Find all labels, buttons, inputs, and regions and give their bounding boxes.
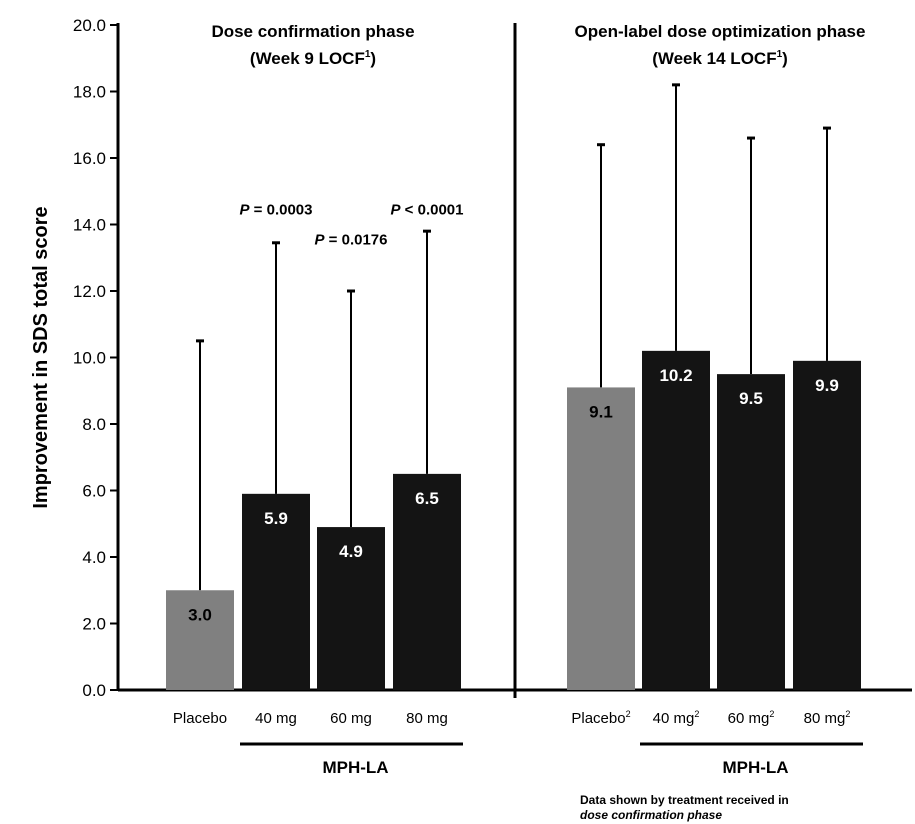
y-tick-label: 6.0 [82, 482, 106, 501]
bar-value-label: 9.1 [589, 402, 613, 421]
panel-subtitle: (Week 14 LOCF1) [652, 49, 788, 68]
panel-subtitle-superscript: 1 [777, 49, 783, 60]
panel-subtitle-text: (Week 9 LOCF [250, 49, 365, 68]
panel-subtitle-close: ) [782, 49, 788, 68]
p-value-text: < 0.0001 [401, 202, 464, 219]
y-tick-label: 2.0 [82, 615, 106, 634]
p-value-text: = 0.0003 [250, 202, 313, 219]
category-label-superscript: 2 [769, 709, 774, 719]
p-value-annotation: P = 0.0003 [240, 202, 313, 219]
bar-value-label: 6.5 [415, 489, 439, 508]
y-tick-label: 16.0 [73, 149, 106, 168]
category-label-text: 80 mg [406, 710, 448, 727]
p-value-symbol: P [315, 231, 326, 248]
panel-subtitle-text: (Week 14 LOCF [652, 49, 776, 68]
y-tick-label: 0.0 [82, 681, 106, 700]
category-label-superscript: 2 [694, 709, 699, 719]
category-label-text: 40 mg [255, 710, 297, 727]
bar [393, 473, 461, 690]
bar [793, 360, 861, 690]
footnote-line-2: dose confirmation phase [580, 808, 722, 822]
p-value-annotation: P = 0.0176 [315, 231, 388, 248]
category-label: 80 mg2 [804, 709, 851, 727]
category-label: Placebo2 [571, 709, 630, 727]
bar-value-label: 3.0 [188, 605, 212, 624]
y-tick-label: 20.0 [73, 16, 106, 35]
footnote-line-1: Data shown by treatment received in [580, 793, 789, 807]
category-label: 40 mg2 [653, 709, 700, 727]
category-label: Placebo [173, 710, 227, 727]
bar [567, 387, 635, 690]
panel-title: Dose confirmation phase [211, 22, 414, 41]
category-label-text: 60 mg [728, 710, 770, 727]
bar [642, 350, 710, 690]
y-tick-label: 8.0 [82, 415, 106, 434]
category-label: 60 mg2 [728, 709, 775, 727]
y-tick-label: 4.0 [82, 548, 106, 567]
y-axis-title: Improvement in SDS total score [30, 206, 52, 508]
bar [317, 527, 385, 690]
panel-title: Open-label dose optimization phase [575, 22, 866, 41]
category-label-text: 60 mg [330, 710, 372, 727]
category-label-text: Placebo [571, 710, 625, 727]
category-label-text: 40 mg [653, 710, 695, 727]
category-label: 40 mg [255, 710, 297, 727]
category-label: 60 mg [330, 710, 372, 727]
bar-value-label: 5.9 [264, 509, 288, 528]
panel-subtitle-superscript: 1 [365, 49, 371, 60]
group-label: MPH-LA [322, 758, 388, 777]
category-label-superscript: 2 [845, 709, 850, 719]
bar [717, 374, 785, 690]
bar [166, 590, 234, 690]
y-tick-label: 18.0 [73, 83, 106, 102]
bar-value-label: 9.9 [815, 376, 839, 395]
category-label: 80 mg [406, 710, 448, 727]
p-value-text: = 0.0176 [325, 231, 388, 248]
p-value-annotation: P < 0.0001 [391, 202, 464, 219]
p-value-symbol: P [240, 202, 251, 219]
p-value-symbol: P [391, 202, 402, 219]
y-tick-label: 12.0 [73, 282, 106, 301]
bar-value-label: 4.9 [339, 542, 363, 561]
category-label-text: Placebo [173, 710, 227, 727]
group-label: MPH-LA [722, 758, 788, 777]
panel-subtitle: (Week 9 LOCF1) [250, 49, 376, 68]
bar-value-label: 10.2 [659, 366, 692, 385]
category-label-text: 80 mg [804, 710, 846, 727]
y-tick-label: 10.0 [73, 349, 106, 368]
panel-subtitle-close: ) [370, 49, 376, 68]
y-tick-label: 14.0 [73, 216, 106, 235]
category-label-superscript: 2 [626, 709, 631, 719]
bar [242, 493, 310, 690]
bar-value-label: 9.5 [739, 389, 763, 408]
